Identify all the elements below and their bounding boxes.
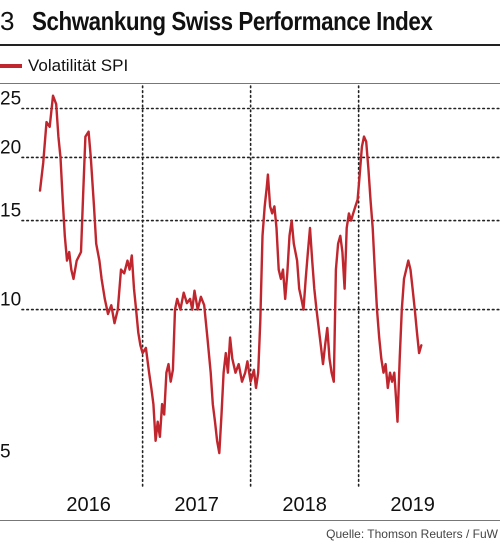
legend-swatch: [0, 64, 22, 68]
y-tick-label: 20: [0, 137, 21, 158]
series-group: [38, 94, 423, 455]
x-tick-labels: 2016 2017 2018 2019: [66, 494, 435, 516]
y-tick-label: 25: [0, 89, 21, 110]
figure-number: 3: [0, 6, 15, 36]
y-tick-label: 10: [0, 290, 21, 311]
legend-rule: [0, 83, 500, 84]
y-tick-labels: 5 10 15 20 25: [0, 89, 21, 463]
x-tick-label: 2019: [390, 494, 435, 516]
header-rule: [0, 44, 500, 46]
chart-title: Schwankung Swiss Performance Index: [32, 6, 433, 36]
legend: Volatilität SPI: [0, 55, 128, 77]
footer-rule: [0, 520, 500, 521]
x-tick-label: 2016: [66, 494, 111, 516]
series-line-volatility: [38, 94, 423, 455]
year-dividers: [141, 85, 360, 489]
legend-label: Volatilität SPI: [28, 56, 129, 75]
y-tick-label: 5: [0, 442, 11, 463]
x-tick-label: 2017: [174, 494, 219, 516]
x-tick-label: 2018: [282, 494, 327, 516]
line-chart: 5 10 15 20 25 2016 2017 2018 2019: [0, 85, 500, 516]
source-note: Quelle: Thomson Reuters / FuW: [326, 527, 498, 541]
horizontal-gridlines: [21, 107, 500, 311]
y-tick-label: 15: [0, 201, 21, 222]
chart-header: 3 Schwankung Swiss Performance Index: [0, 0, 500, 44]
